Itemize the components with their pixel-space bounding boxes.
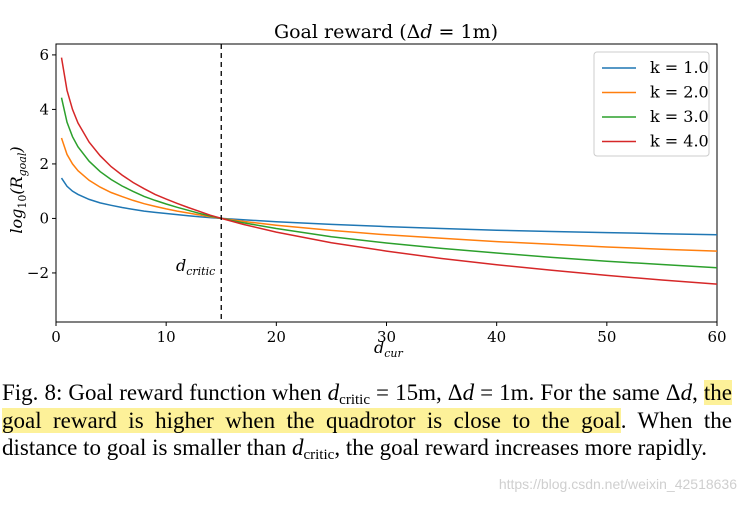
goal-reward-chart: Goal reward (Δd = 1m) 0 10 20 30 40 50 60 −2 0 2… — [7, 21, 727, 360]
legend-box — [593, 51, 710, 157]
y-tick-label: 4 — [39, 100, 49, 118]
legend-entry: k = 1.0 — [650, 58, 709, 77]
x-tick-label: 10 — [157, 328, 176, 346]
y-tick-label: 0 — [39, 209, 49, 227]
legend-entry: k = 3.0 — [650, 107, 709, 126]
series-line-k1 — [60, 177, 718, 236]
chart-title: Goal reward (Δd = 1m) — [274, 21, 498, 43]
legend: k = 1.0 k = 2.0 k = 3.0 k = 4.0 — [593, 51, 710, 157]
d-critic-label: dcritic — [176, 256, 215, 278]
y-axis-label: log10(Rgoal) — [7, 146, 29, 233]
y-tick-label: −2 — [27, 264, 49, 282]
legend-entry: k = 2.0 — [650, 83, 709, 102]
series-line-k3 — [60, 97, 718, 269]
x-tick-label: 30 — [377, 328, 396, 346]
goal-reward-figure: Goal reward (Δd = 1m) 0 10 20 30 40 50 60 −2 0 2… — [7, 21, 727, 360]
legend-entry: k = 4.0 — [650, 132, 709, 151]
x-tick-label: 20 — [267, 328, 286, 346]
x-axis: 0 10 20 30 40 50 60 — [51, 322, 727, 346]
series-line-k2 — [60, 137, 718, 252]
y-axis: −2 0 2 4 6 — [27, 46, 56, 282]
y-tick-label: 2 — [39, 155, 49, 173]
watermark: https://blog.csdn.net/weixin_42518636 — [498, 476, 737, 492]
x-tick-label: 40 — [487, 328, 506, 346]
series-group — [60, 57, 718, 285]
x-tick-label: 0 — [51, 328, 61, 346]
y-tick-label: 6 — [39, 46, 49, 64]
figure-caption: Fig. 8: Goal reward function when dcriti… — [2, 380, 733, 463]
series-line-k4 — [60, 57, 718, 285]
x-tick-label: 50 — [597, 328, 616, 346]
x-tick-label: 60 — [707, 328, 726, 346]
